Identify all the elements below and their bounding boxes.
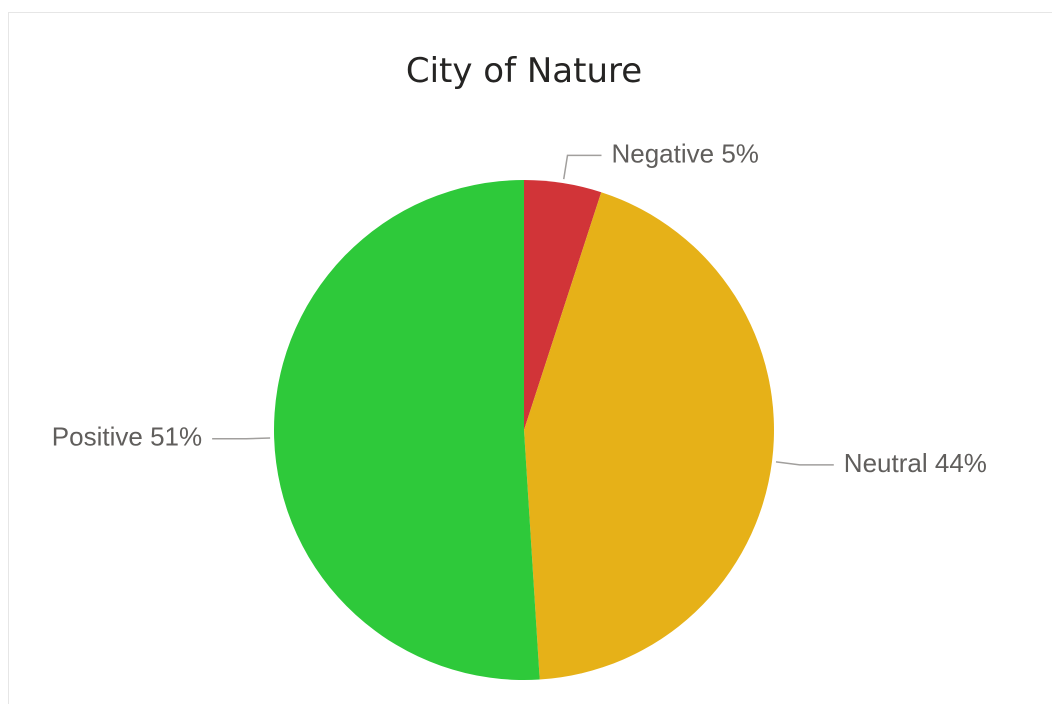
value-label: 51% (150, 422, 202, 452)
leader-line (775, 461, 834, 466)
data-label: Positive 51% (52, 422, 202, 452)
value-label: 44% (935, 448, 987, 478)
category-name: Negative (611, 138, 714, 168)
leader-line (562, 154, 602, 180)
pie-slice (524, 192, 774, 680)
pie-slice (273, 180, 540, 680)
leader-line (212, 437, 271, 440)
data-label: Neutral 44% (844, 448, 987, 478)
pie-slice (524, 180, 602, 430)
value-label: 5% (721, 138, 759, 168)
chart-title: City of Nature (406, 51, 642, 91)
category-name: Neutral (844, 448, 928, 478)
category-name: Positive (52, 422, 143, 452)
data-label: Negative 5% (611, 138, 758, 168)
